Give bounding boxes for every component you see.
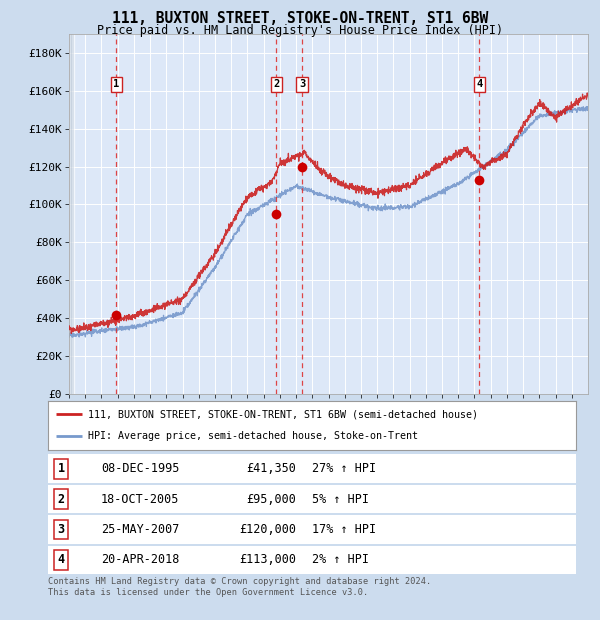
Text: Price paid vs. HM Land Registry's House Price Index (HPI): Price paid vs. HM Land Registry's House … (97, 24, 503, 37)
Text: 27% ↑ HPI: 27% ↑ HPI (312, 462, 376, 475)
Text: HPI: Average price, semi-detached house, Stoke-on-Trent: HPI: Average price, semi-detached house,… (88, 432, 418, 441)
Text: 18-OCT-2005: 18-OCT-2005 (101, 492, 179, 505)
Text: 111, BUXTON STREET, STOKE-ON-TRENT, ST1 6BW: 111, BUXTON STREET, STOKE-ON-TRENT, ST1 … (112, 11, 488, 25)
Text: 3: 3 (299, 79, 305, 89)
Text: £120,000: £120,000 (239, 523, 296, 536)
Text: 2: 2 (274, 79, 280, 89)
Text: 25-MAY-2007: 25-MAY-2007 (101, 523, 179, 536)
Text: £41,350: £41,350 (246, 462, 296, 475)
Text: 4: 4 (476, 79, 482, 89)
Text: 2% ↑ HPI: 2% ↑ HPI (312, 553, 369, 566)
Text: Contains HM Land Registry data © Crown copyright and database right 2024.
This d: Contains HM Land Registry data © Crown c… (48, 577, 431, 596)
Text: 5% ↑ HPI: 5% ↑ HPI (312, 492, 369, 505)
Text: 17% ↑ HPI: 17% ↑ HPI (312, 523, 376, 536)
Text: 20-APR-2018: 20-APR-2018 (101, 553, 179, 566)
Bar (69, 34, 74, 394)
Text: 1: 1 (58, 462, 65, 475)
Text: 2: 2 (58, 492, 65, 505)
Text: 3: 3 (58, 523, 65, 536)
Text: £113,000: £113,000 (239, 553, 296, 566)
Text: £95,000: £95,000 (246, 492, 296, 505)
Text: 111, BUXTON STREET, STOKE-ON-TRENT, ST1 6BW (semi-detached house): 111, BUXTON STREET, STOKE-ON-TRENT, ST1 … (88, 409, 478, 419)
Text: 1: 1 (113, 79, 119, 89)
Text: 4: 4 (58, 553, 65, 566)
Text: 08-DEC-1995: 08-DEC-1995 (101, 462, 179, 475)
